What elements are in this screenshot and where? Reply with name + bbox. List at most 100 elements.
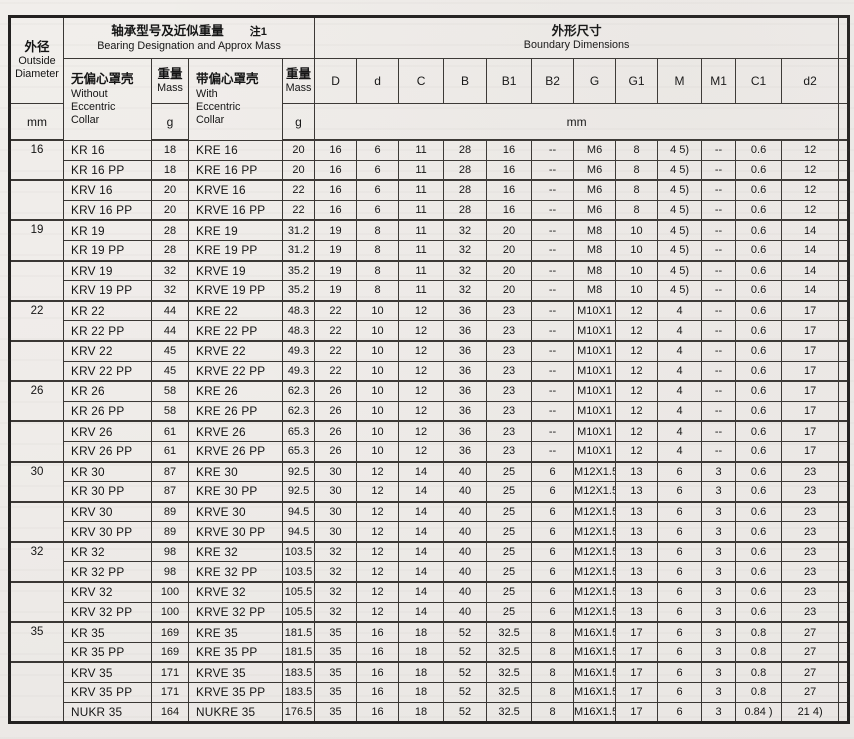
dimension-value-cell: -- — [701, 179, 737, 201]
dimension-value-cell: 0.6 — [735, 420, 783, 442]
dimension-value-cell: 17 — [781, 320, 840, 342]
dimension-value-cell: 4 5) — [657, 260, 703, 282]
dimension-value-cell: 0.6 — [735, 239, 783, 262]
mass-value-cell: 89 — [151, 501, 189, 523]
dimension-value-cell: -- — [531, 219, 575, 241]
dimension-value-cell: 12 — [398, 440, 445, 463]
dimension-value-cell: 3 — [701, 682, 737, 703]
bearing-name-cell: KRE 19 — [188, 219, 283, 241]
dimension-value-cell: M10X1 — [573, 440, 617, 463]
mass-value-cell: 105.5 — [281, 581, 316, 603]
dimension-value-cell: M10X1 — [573, 420, 617, 442]
boundary-dimensions-header: 外形尺寸 Boundary Dimensions — [314, 16, 840, 59]
outside-diameter-cell: 16 — [9, 139, 64, 182]
dimension-value-cell: 22 — [314, 320, 358, 342]
dimension-value-cell: 17 — [781, 420, 840, 442]
dimension-value-cell: 12 — [356, 460, 400, 483]
dimension-value-cell: 23 — [781, 561, 840, 584]
mass-value-cell: 35.2 — [281, 260, 316, 282]
mass-value-cell: 31.2 — [281, 239, 316, 262]
dimension-value-cell: M6 — [573, 179, 617, 201]
dimension-value-cell: 12 — [615, 420, 659, 442]
dimension-value-cell: 25 — [486, 541, 533, 563]
dimension-value-cell: M12X1.5 — [573, 601, 617, 624]
designation-title-zh: 轴承型号及近似重量 — [111, 24, 224, 39]
bearing-name-cell: KRE 16 — [188, 139, 283, 161]
dimension-value-cell: 4 5) — [657, 159, 703, 182]
table-edge-spacer — [838, 179, 850, 201]
dimension-value-cell: 18 — [398, 641, 445, 664]
table-edge-spacer — [838, 460, 850, 483]
dimension-value-cell: M8 — [573, 260, 617, 282]
dimension-value-cell: 19 — [314, 280, 358, 302]
dimension-value-cell: 6 — [657, 561, 703, 584]
unit-mm-dimensions: mm — [314, 103, 840, 141]
dimension-value-cell: M10X1 — [573, 360, 617, 383]
mass-value-cell: 20 — [281, 159, 316, 182]
mass-value-cell: 92.5 — [281, 481, 316, 503]
dimension-value-cell: 8 — [615, 159, 659, 182]
dimension-value-cell: 28 — [443, 139, 488, 161]
dimension-value-cell: 16 — [356, 641, 400, 664]
dimension-value-cell: M12X1.5 — [573, 460, 617, 483]
dimension-value-cell: 0.6 — [735, 561, 783, 584]
table-row: KRV 35 PP 171 KRVE 35 PP 183.5 35 16 18 52 32.5 8… — [10, 682, 850, 703]
dimension-value-cell: 13 — [615, 601, 659, 624]
dimension-value-cell: 14 — [781, 280, 840, 302]
dimension-value-cell: 10 — [615, 280, 659, 302]
dimension-value-cell: -- — [701, 320, 737, 342]
dimension-value-cell: M10X1 — [573, 300, 617, 322]
bearing-name-cell: NUKRE 35 — [188, 701, 283, 724]
dimension-value-cell: M12X1.5 — [573, 581, 617, 603]
dimension-value-cell: 18 — [398, 621, 445, 643]
dimension-value-cell: 12 — [615, 380, 659, 402]
mass-value-cell: 18 — [151, 159, 189, 182]
dimension-value-cell: 6 — [531, 501, 575, 523]
dimension-value-cell: 0.6 — [735, 320, 783, 342]
bearing-name-cell: KRV 35 PP — [63, 682, 152, 703]
dimension-value-cell: 6 — [531, 601, 575, 624]
dimension-value-cell: 8 — [531, 661, 575, 684]
dimension-value-cell: 17 — [781, 360, 840, 383]
bearing-name-cell: KRV 30 — [63, 501, 152, 523]
table-edge-spacer — [838, 199, 850, 222]
mass-value-cell: 89 — [151, 521, 189, 543]
mass-value-cell: 28 — [151, 219, 189, 241]
table-row: KRV 30 89 KRVE 30 94.5 30 12 14 40 25 6 M12X1.5 13 6… — [9, 501, 850, 543]
mass-value-cell: 32 — [151, 260, 189, 282]
dimension-value-cell: 8 — [531, 641, 575, 664]
dimension-value-cell: 3 — [701, 541, 737, 563]
bearing-name-cell: KR 35 PP — [63, 641, 152, 664]
dimension-value-cell: 10 — [356, 380, 400, 402]
dimension-value-cell: M16X1.5 — [573, 641, 617, 664]
dimension-value-cell: 4 — [657, 380, 703, 402]
dimension-value-cell: 23 — [781, 501, 840, 523]
bearing-name-cell: KRVE 32 PP — [188, 601, 283, 624]
table-row: KRV 26 61 KRVE 26 65.3 26 10 12 36 23 -- M10X1 12 4-… — [9, 420, 850, 463]
dimension-value-cell: M8 — [573, 239, 617, 262]
dimension-value-cell: -- — [531, 260, 575, 282]
dimension-value-cell: 11 — [398, 179, 445, 201]
dimension-value-cell: 32 — [314, 541, 358, 563]
dimension-value-cell: 13 — [615, 561, 659, 584]
dimension-value-cell: 0.8 — [735, 621, 783, 643]
dimension-value-cell: 8 — [531, 621, 575, 643]
dimension-value-cell: 17 — [781, 380, 840, 402]
dimension-value-cell: 14 — [398, 481, 445, 503]
dimension-value-cell: 32.5 — [486, 621, 533, 643]
dimension-value-cell: 14 — [398, 561, 445, 584]
table-row: KRV 30 PP 89 KRVE 30 PP 94.5 30 12 14 40 25 6 M12X… — [10, 521, 850, 543]
dimension-value-cell: 16 — [356, 661, 400, 684]
dimension-value-cell: 11 — [398, 139, 445, 161]
table-row: KRV 16 20 KRVE 16 22 16 6 11 28 16 -- M6 8 4 5) -- 0.6… — [9, 179, 850, 222]
dimension-value-cell: -- — [701, 420, 737, 442]
dimension-value-cell: 28 — [443, 199, 488, 222]
dim-column-header: M — [657, 58, 703, 104]
dimension-value-cell: -- — [531, 360, 575, 383]
mass-value-cell: 62.3 — [281, 400, 316, 423]
mass-value-cell: 44 — [151, 320, 189, 342]
dimension-value-cell: 32.5 — [486, 661, 533, 684]
dimension-value-cell: 12 — [781, 199, 840, 222]
dimension-value-cell: 40 — [443, 521, 488, 543]
